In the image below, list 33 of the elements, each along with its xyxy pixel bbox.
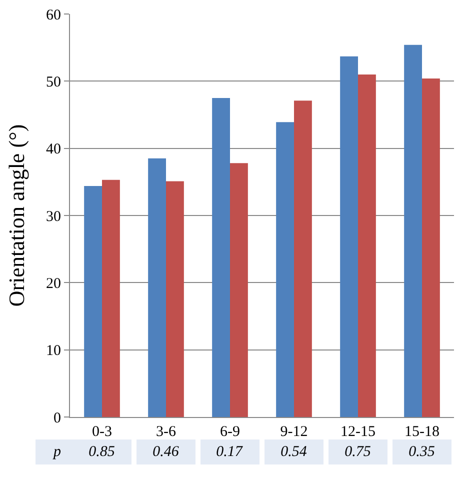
text: 0.75: [344, 444, 372, 460]
bar: [340, 56, 358, 417]
x-tick-label: 3-6: [156, 424, 176, 440]
bar: [404, 44, 422, 417]
x-tick-label: 15-18: [404, 424, 440, 440]
text: p: [52, 444, 62, 460]
bar: [84, 186, 102, 417]
bar: [358, 74, 376, 417]
y-tick-label: 50: [46, 74, 61, 90]
bar: [212, 98, 230, 417]
text: 0.85: [88, 444, 116, 460]
bar: [166, 181, 184, 417]
x-tick-label: 12-15: [340, 424, 376, 440]
x-tick-label: 0-3: [92, 424, 112, 440]
x-tick-label: 6-9: [220, 424, 240, 440]
y-tick-label: 30: [46, 208, 61, 225]
y-tick-label: 20: [46, 276, 61, 292]
text: 0.17: [216, 444, 244, 460]
text: 0.35: [408, 444, 436, 460]
bar: [148, 158, 166, 417]
bar: [294, 100, 312, 417]
y-tick-label: 60: [46, 7, 61, 24]
bar: [422, 78, 440, 417]
y-tick-label: 10: [46, 343, 61, 360]
y-tick-label: 0: [54, 410, 61, 426]
bar: [276, 122, 294, 417]
bar: [102, 180, 120, 417]
y-tick-label: 40: [46, 142, 61, 158]
x-tick-label: 9-12: [280, 424, 308, 440]
text: 0.46: [152, 444, 180, 460]
y-axis-title: Orientation angle (°): [4, 124, 29, 307]
text: 0.54: [280, 444, 308, 460]
bar: [230, 163, 248, 417]
